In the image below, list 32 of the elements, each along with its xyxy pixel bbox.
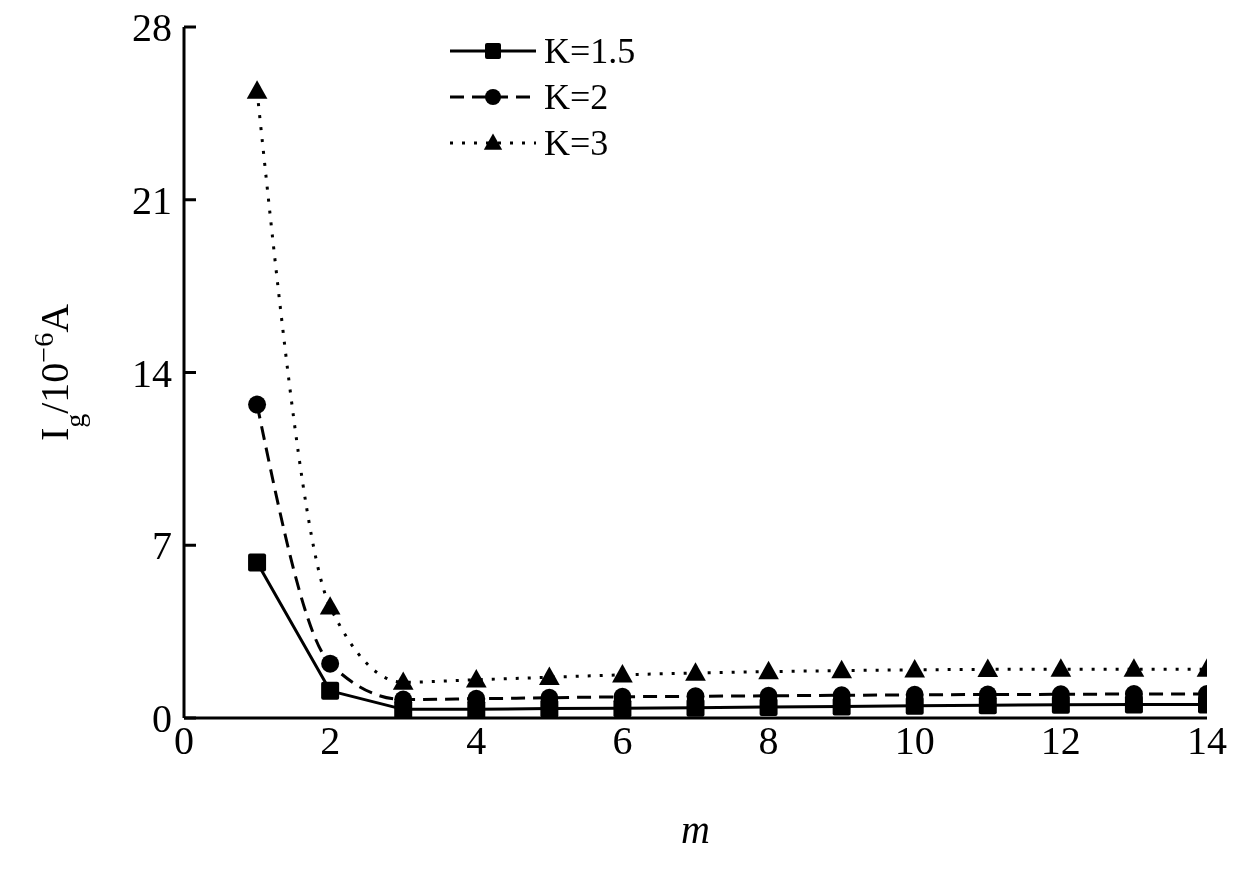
point [246, 80, 268, 99]
x-tick-label: 8 [758, 718, 779, 764]
legend-label: K=3 [544, 122, 609, 165]
point [248, 553, 267, 572]
y-tick-label: 21 [132, 177, 172, 223]
point [831, 659, 852, 679]
point [977, 658, 999, 678]
y-tick-label: 7 [152, 523, 172, 569]
y-tick-label: 14 [132, 350, 172, 396]
x-tick-label: 14 [1187, 718, 1227, 764]
point [1123, 658, 1145, 677]
point [321, 681, 340, 700]
y-tick-label: 28 [132, 5, 172, 51]
point [612, 664, 633, 683]
point [248, 395, 267, 414]
point [685, 662, 706, 681]
point [539, 666, 560, 685]
point [319, 596, 341, 615]
x-axis-title: m [681, 807, 710, 852]
legend-label: K=2 [544, 76, 609, 119]
point [392, 671, 414, 690]
point [321, 654, 340, 673]
x-tick-label: 2 [320, 718, 341, 764]
point [465, 668, 487, 688]
x-tick-label: 12 [1040, 718, 1081, 764]
point [1050, 658, 1072, 677]
point [758, 660, 779, 680]
x-tick-label: 4 [466, 718, 487, 764]
point [904, 659, 926, 678]
legend-label: K=1.5 [544, 30, 636, 73]
x-tick-label: 6 [612, 718, 633, 764]
x-tick-label: 10 [894, 718, 935, 764]
